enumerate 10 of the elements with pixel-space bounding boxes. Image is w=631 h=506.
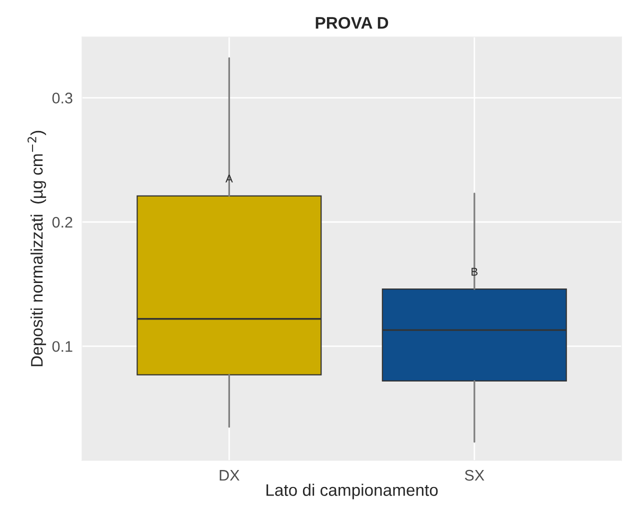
annotation: A (225, 174, 233, 182)
y-axis-title: Depositi normalizzati (µg cm$^{−2}$) (28, 130, 46, 366)
x-axis-title: Lato di campionamento (266, 484, 438, 500)
annotation: B (472, 268, 478, 276)
y-tick-label: 0.2 (52, 216, 72, 228)
chart-title: PROVA D (316, 16, 388, 29)
x-tick-label: DX (220, 470, 240, 481)
y-tick-label: 0.3 (52, 92, 72, 104)
x-tick-label: SX (464, 470, 484, 481)
y-tick-label: 0.1 (52, 341, 72, 352)
